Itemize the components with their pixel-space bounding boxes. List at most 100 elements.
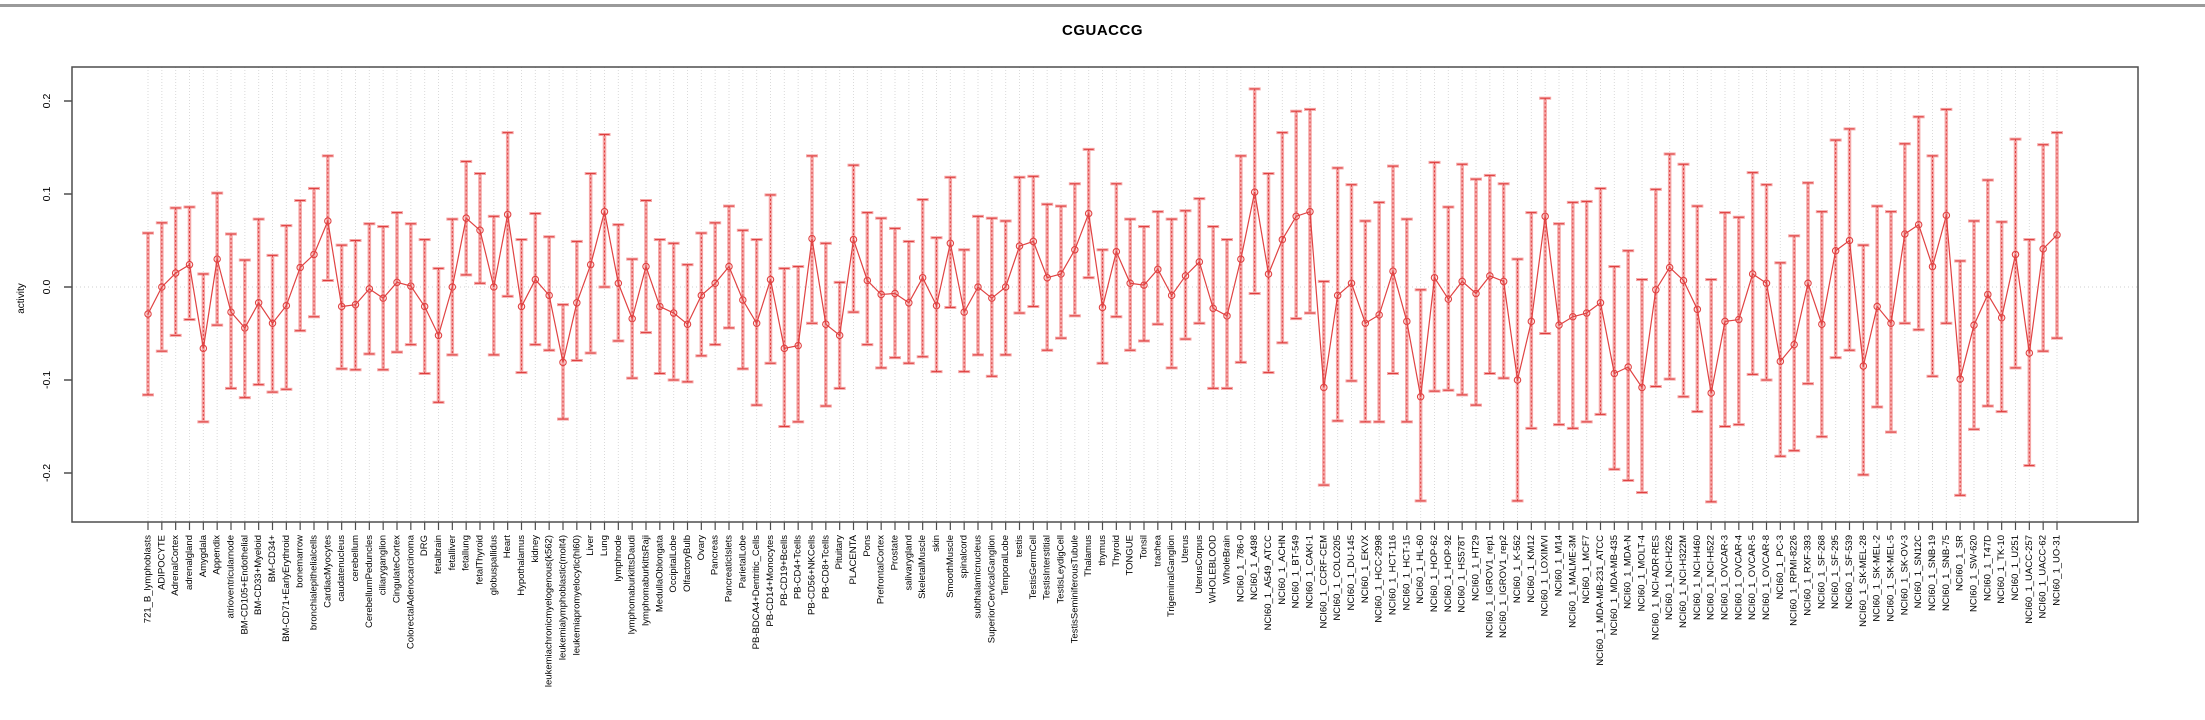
data-point — [1887, 319, 1895, 328]
x-tick-label: Tonsil — [1139, 535, 1150, 559]
data-point — [1167, 291, 1176, 300]
data-point — [1430, 273, 1439, 282]
x-tick-label: NCI60_1_UACC-257 — [2024, 535, 2035, 624]
data-point — [1347, 279, 1356, 288]
data-point — [1665, 263, 1674, 272]
x-tick-label: NCI60_1_786-0 — [1235, 535, 1246, 602]
data-point — [1181, 272, 1190, 280]
x-tick-label: NCI60_1_SK-OV-3 — [1899, 535, 1910, 615]
y-tick-label: -0.1 — [41, 371, 53, 389]
x-tick-label: NCI60_1_HCT-116 — [1388, 535, 1399, 615]
data-point — [531, 275, 540, 284]
data-point — [1195, 258, 1204, 266]
data-point — [254, 299, 263, 307]
y-tick-label: 0.2 — [41, 94, 53, 109]
data-point — [268, 319, 277, 328]
x-tick-label: NCI60_1_BT-549 — [1291, 535, 1302, 608]
x-tick-label: NCI60_1_UO-31 — [2052, 535, 2063, 606]
data-point — [213, 255, 221, 263]
x-tick-label: NCI60_1_NCI-H322M — [1678, 535, 1689, 628]
data-point — [2053, 231, 2061, 239]
data-point — [1333, 291, 1342, 300]
data-point — [1486, 272, 1494, 280]
data-point — [1098, 303, 1107, 312]
data-point — [697, 291, 706, 300]
data-point — [171, 269, 180, 277]
data-point — [1845, 236, 1854, 245]
data-point — [1375, 311, 1383, 319]
data-point — [1748, 270, 1757, 278]
data-point — [1154, 265, 1162, 274]
x-tick-label: NCI60_1_U251 — [2010, 535, 2021, 601]
data-point — [1638, 383, 1646, 392]
data-point — [1057, 270, 1065, 278]
data-point — [420, 302, 429, 311]
x-tick-label: trachea — [1152, 534, 1163, 566]
x-tick-label: fetallung — [461, 535, 472, 571]
x-tick-label: NCI60_1_HCC-2998 — [1374, 535, 1385, 623]
data-point — [365, 285, 374, 293]
x-tick-label: NCI60_1_OVCAR-8 — [1761, 535, 1772, 620]
data-point — [1735, 315, 1743, 324]
data-point — [1458, 277, 1466, 286]
x-tick-label: SkeletalMuscle — [917, 535, 928, 599]
data-point — [905, 299, 913, 307]
x-tick-label: WholeBrain — [1222, 535, 1233, 584]
data-point — [296, 263, 304, 272]
x-tick-label: ciliaryganglion — [378, 535, 389, 595]
x-tick-label: NCI60_1_UACC-62 — [2038, 535, 2049, 618]
x-tick-label: thymus — [1097, 535, 1108, 566]
data-point — [1970, 321, 1978, 329]
data-point — [393, 278, 401, 287]
data-point — [434, 331, 443, 340]
data-point — [310, 250, 318, 259]
y-tick-label: 0.1 — [41, 187, 53, 202]
x-tick-label: SmoothMuscle — [945, 535, 956, 598]
x-tick-label: ParietalLobe — [737, 535, 748, 588]
series-line — [147, 192, 2058, 397]
x-tick-label: PrefrontalCortex — [876, 535, 887, 604]
x-tick-label: globuspallidus — [488, 535, 499, 595]
x-tick-label: leukemiachronicmyelogenous(k562) — [544, 535, 555, 687]
x-tick-label: fetalliver — [447, 535, 458, 570]
data-point — [462, 214, 470, 222]
data-point — [503, 210, 512, 219]
data-point — [490, 283, 498, 291]
x-tick-label: Hypothalamus — [516, 535, 527, 596]
x-tick-label: NCI60_1_EKVX — [1360, 534, 1371, 603]
data-point — [849, 235, 858, 244]
y-axis: 0.2 0.1 0.0 -0.1 -0.2 — [41, 94, 72, 482]
data-point — [241, 324, 249, 332]
data-point — [407, 282, 415, 290]
x-tick-label: NCI60_1_SN12C — [1913, 535, 1924, 609]
data-point — [1112, 247, 1121, 256]
x-tick-label: lymphomaburkittsRaji — [641, 535, 652, 626]
data-point — [752, 319, 761, 328]
data-point — [227, 308, 235, 316]
data-point — [2011, 250, 2020, 259]
data-point — [545, 291, 553, 300]
data-point — [1237, 255, 1245, 263]
x-tick-label: NCI60_1_HL-60 — [1415, 535, 1426, 604]
x-tick-label: leukemialymphoblastic(molt4) — [558, 535, 569, 660]
x-tick-label: NCI60_1_OVCAR-4 — [1733, 535, 1744, 620]
x-tick-label: CingulateCortex — [392, 535, 403, 603]
x-tick-label: Uterus — [1180, 535, 1191, 563]
x-tick-label: NCI60_1_SF-539 — [1844, 535, 1855, 609]
x-tick-label: NCI60_1_K-562 — [1512, 535, 1523, 603]
x-tick-label: PB-CD8+Tcells — [820, 535, 831, 599]
x-tick-label: kidney — [530, 535, 541, 563]
data-point — [1499, 277, 1508, 286]
data-point — [1541, 212, 1549, 221]
x-tick-label: NCI60_1_A549_ATCC — [1263, 535, 1274, 631]
data-point — [946, 239, 955, 248]
x-tick-label: NCI60_1_OVCAR-5 — [1747, 535, 1758, 620]
data-point — [573, 299, 581, 307]
x-tick-label: Lung — [599, 535, 610, 556]
data-point — [1984, 290, 1992, 299]
x-tick-label: NCI60_1_MALME-3M — [1567, 535, 1578, 628]
x-tick-label: NCI60_1_T47D — [1982, 535, 1993, 601]
data-point — [1596, 299, 1605, 307]
data-point — [1029, 237, 1038, 246]
data-point — [1707, 389, 1715, 397]
